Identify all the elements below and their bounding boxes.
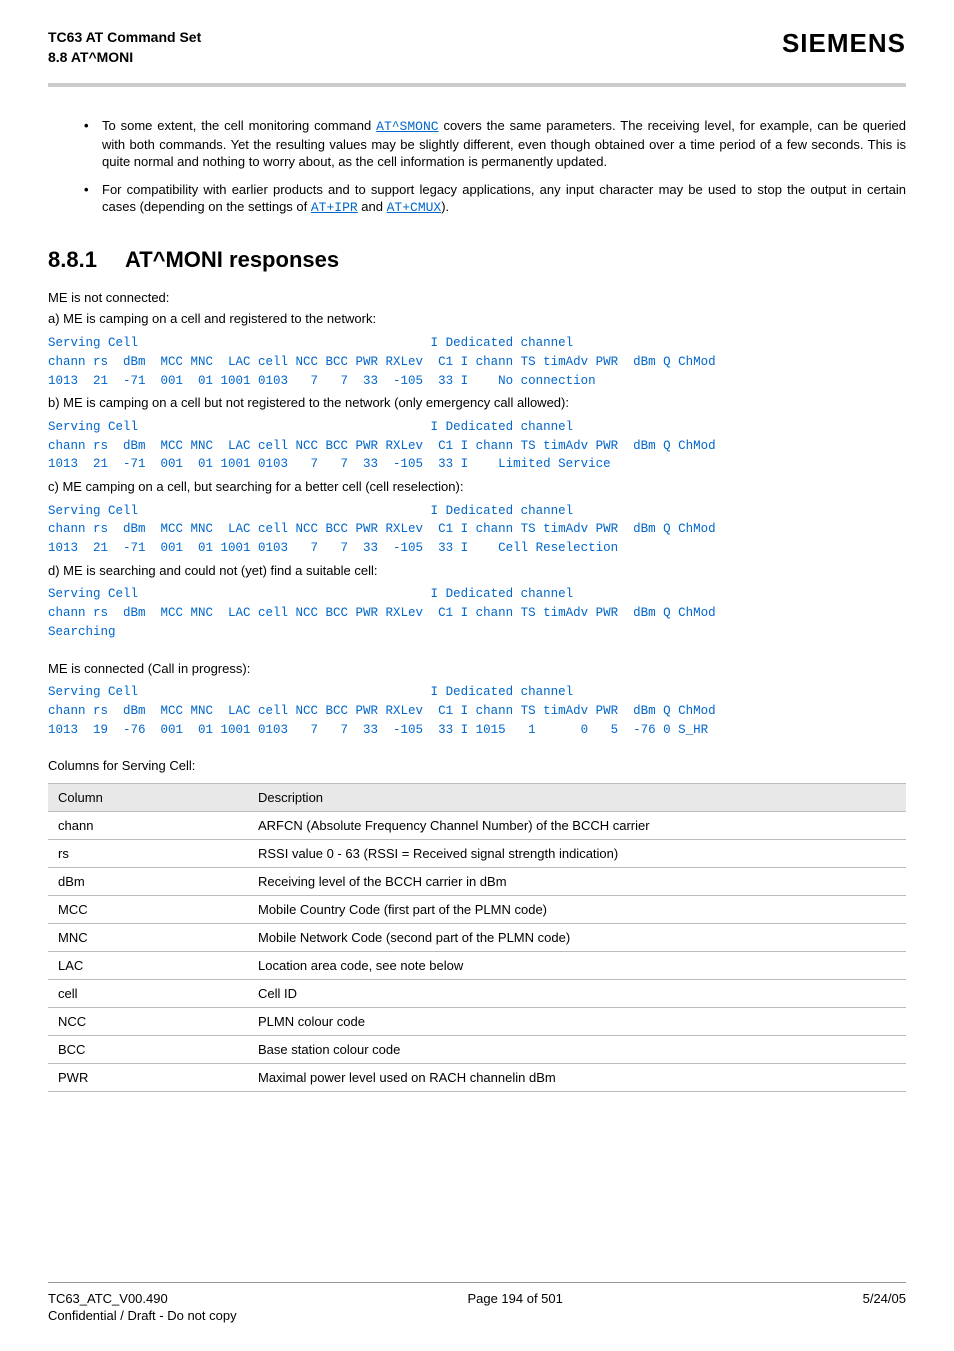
bullet-post: ). <box>441 199 449 214</box>
table-row: PWRMaximal power level used on RACH chan… <box>48 1064 906 1092</box>
table-cell: NCC <box>48 1008 248 1036</box>
bullet-mid: and <box>358 199 387 214</box>
table-cell: RSSI value 0 - 63 (RSSI = Received signa… <box>248 840 906 868</box>
table-cell: LAC <box>48 952 248 980</box>
case-a-label: a) ME is camping on a cell and registere… <box>48 310 906 328</box>
link-at-smonc[interactable]: AT^SMONC <box>376 119 438 134</box>
link-at-ipr[interactable]: AT+IPR <box>311 200 358 215</box>
footer-divider <box>48 1282 906 1283</box>
case-b-label: b) ME is camping on a cell but not regis… <box>48 394 906 412</box>
bullet-text: To some extent, the cell monitoring comm… <box>102 117 906 171</box>
table-row: NCCPLMN colour code <box>48 1008 906 1036</box>
table-row: MCCMobile Country Code (first part of th… <box>48 896 906 924</box>
table-row: channARFCN (Absolute Frequency Channel N… <box>48 812 906 840</box>
columns-label: Columns for Serving Cell: <box>48 757 906 775</box>
bullet-dot-icon: • <box>84 181 102 217</box>
bullet-item: • To some extent, the cell monitoring co… <box>84 117 906 171</box>
bullet-pre: To some extent, the cell monitoring comm… <box>102 118 376 133</box>
case-d-label: d) ME is searching and could not (yet) f… <box>48 562 906 580</box>
footer-row: TC63_ATC_V00.490 Page 194 of 501 5/24/05 <box>48 1291 906 1306</box>
doc-subtitle: 8.8 AT^MONI <box>48 48 201 68</box>
header-title: TC63 AT Command Set 8.8 AT^MONI <box>48 28 201 67</box>
table-cell: Mobile Network Code (second part of the … <box>248 924 906 952</box>
case-d-output: Serving Cell I Dedicated channel chann r… <box>48 585 906 641</box>
table-cell: rs <box>48 840 248 868</box>
table-row: dBmReceiving level of the BCCH carrier i… <box>48 868 906 896</box>
bullet-dot-icon: • <box>84 117 102 171</box>
bullet-list: • To some extent, the cell monitoring co… <box>84 117 906 217</box>
connected-label: ME is connected (Call in progress): <box>48 660 906 678</box>
table-row: cellCell ID <box>48 980 906 1008</box>
table-cell: ARFCN (Absolute Frequency Channel Number… <box>248 812 906 840</box>
footer-right: 5/24/05 <box>863 1291 906 1306</box>
table-body: channARFCN (Absolute Frequency Channel N… <box>48 812 906 1092</box>
case-c-output: Serving Cell I Dedicated channel chann r… <box>48 502 906 558</box>
table-cell: chann <box>48 812 248 840</box>
bullet-pre: For compatibility with earlier products … <box>102 182 906 215</box>
table-row: MNCMobile Network Code (second part of t… <box>48 924 906 952</box>
connected-output: Serving Cell I Dedicated channel chann r… <box>48 683 906 739</box>
table-cell: Mobile Country Code (first part of the P… <box>248 896 906 924</box>
doc-title: TC63 AT Command Set <box>48 28 201 48</box>
table-cell: Receiving level of the BCCH carrier in d… <box>248 868 906 896</box>
section-number: 8.8.1 <box>48 247 97 273</box>
footer-confidential: Confidential / Draft - Do not copy <box>48 1308 906 1323</box>
footer-center: Page 194 of 501 <box>467 1291 562 1306</box>
table-cell: MCC <box>48 896 248 924</box>
header-divider <box>48 83 906 87</box>
table-cell: PLMN colour code <box>248 1008 906 1036</box>
bullet-item: • For compatibility with earlier product… <box>84 181 906 217</box>
table-cell: Location area code, see note below <box>248 952 906 980</box>
table-row: BCCBase station colour code <box>48 1036 906 1064</box>
table-cell: MNC <box>48 924 248 952</box>
case-c-label: c) ME camping on a cell, but searching f… <box>48 478 906 496</box>
table-cell: cell <box>48 980 248 1008</box>
columns-table: Column Description channARFCN (Absolute … <box>48 783 906 1092</box>
page-footer: TC63_ATC_V00.490 Page 194 of 501 5/24/05… <box>48 1282 906 1323</box>
table-row: LACLocation area code, see note below <box>48 952 906 980</box>
table-header-row: Column Description <box>48 784 906 812</box>
table-cell: dBm <box>48 868 248 896</box>
table-cell: Base station colour code <box>248 1036 906 1064</box>
table-cell: BCC <box>48 1036 248 1064</box>
section-heading: 8.8.1 AT^MONI responses <box>48 247 906 273</box>
section-title: AT^MONI responses <box>125 247 339 272</box>
case-a-output: Serving Cell I Dedicated channel chann r… <box>48 334 906 390</box>
table-header: Description <box>248 784 906 812</box>
table-cell: PWR <box>48 1064 248 1092</box>
page-header: TC63 AT Command Set 8.8 AT^MONI SIEMENS <box>48 28 906 77</box>
case-b-output: Serving Cell I Dedicated channel chann r… <box>48 418 906 474</box>
footer-left: TC63_ATC_V00.490 <box>48 1291 168 1306</box>
intro-text: ME is not connected: <box>48 289 906 307</box>
brand-logo: SIEMENS <box>782 28 906 59</box>
table-row: rsRSSI value 0 - 63 (RSSI = Received sig… <box>48 840 906 868</box>
bullet-text: For compatibility with earlier products … <box>102 181 906 217</box>
table-cell: Cell ID <box>248 980 906 1008</box>
table-cell: Maximal power level used on RACH channel… <box>248 1064 906 1092</box>
table-header: Column <box>48 784 248 812</box>
link-at-cmux[interactable]: AT+CMUX <box>387 200 442 215</box>
